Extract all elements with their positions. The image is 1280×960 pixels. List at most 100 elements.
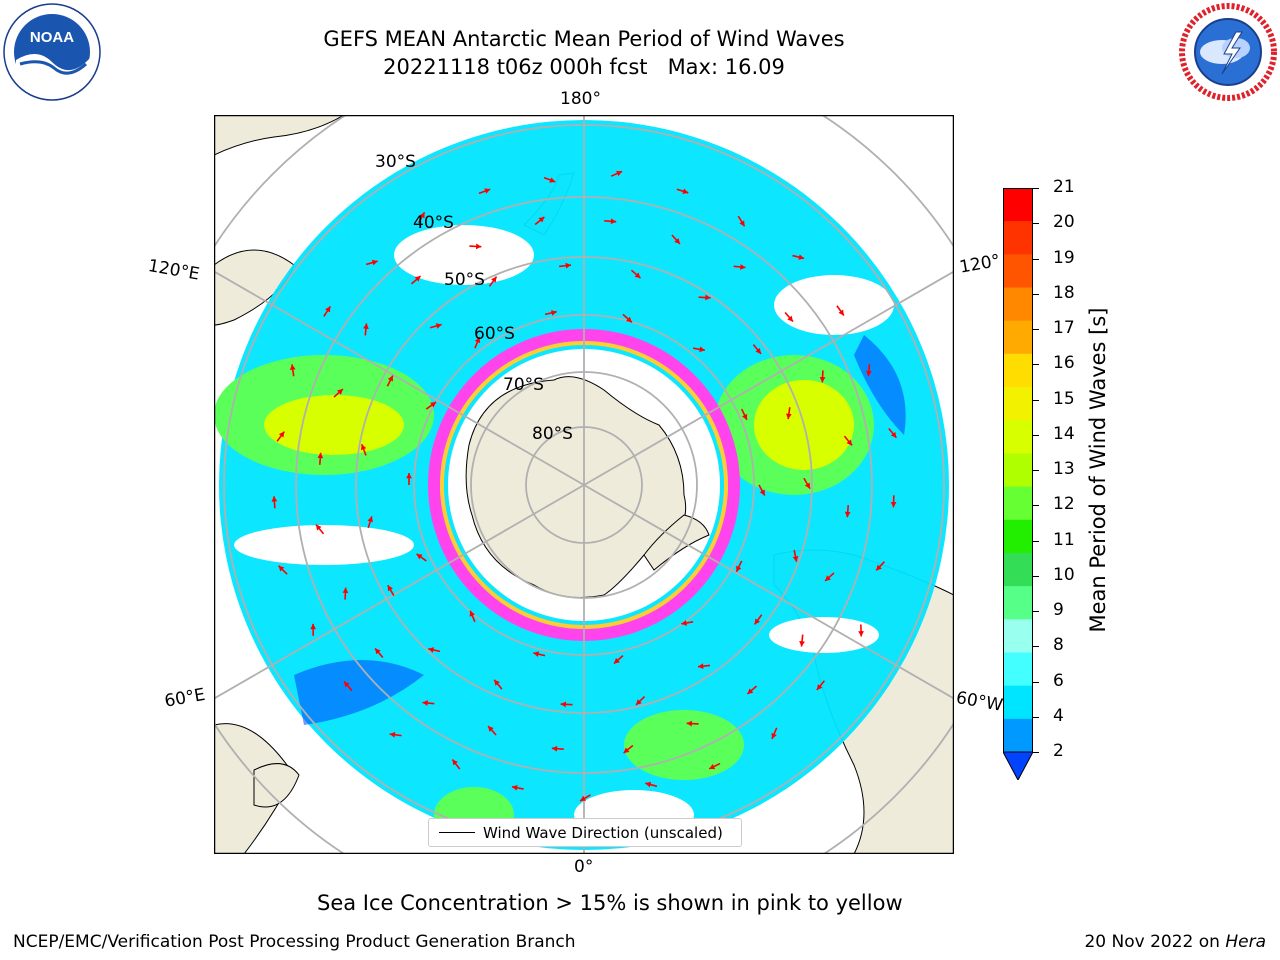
wave-arrow-head [825, 575, 831, 581]
wave-arrow-head [344, 681, 350, 688]
wave-arrow-head [271, 496, 278, 502]
wind-wave-arrows [271, 170, 898, 802]
colorbar-segment [1003, 619, 1033, 653]
nws-logo [1178, 2, 1278, 102]
wave-arrow-head [635, 699, 642, 705]
wave-arrow-head [682, 188, 689, 194]
wave-arrow-head [816, 684, 823, 691]
wave-arrow-head [799, 641, 805, 647]
footer-date: 20 Nov 2022 on [1084, 932, 1226, 952]
wave-arrow-head [876, 564, 882, 571]
colorbar-segment [1003, 287, 1033, 322]
wave-arrow-head [741, 413, 748, 420]
wave-arrow-head [819, 376, 826, 383]
wave-arrow-head [387, 375, 393, 382]
colorbar-tick-label: 10 [1053, 564, 1075, 585]
lat-label-50S: 50°S [444, 270, 485, 290]
colorbar-tick-label: 4 [1053, 705, 1064, 726]
wave-arrow-head [792, 556, 799, 562]
wave-arrow-head [697, 663, 704, 669]
wave-arrow-head [363, 323, 369, 329]
wave-arrow-head [740, 264, 746, 270]
colorbar-tick-mark [1033, 540, 1039, 542]
lon-label-120W: 120° [958, 250, 1002, 278]
wave-arrow-head [278, 565, 285, 572]
wave-arrow-head [416, 553, 423, 560]
wave-arrow-head [865, 370, 872, 377]
wave-arrow-head [475, 243, 482, 250]
colorbar-segment [1003, 486, 1033, 521]
wave-arrow-head [610, 218, 617, 225]
colorbar-segment [1003, 685, 1033, 720]
colorbar-tick-label: 6 [1053, 670, 1064, 691]
wave-arrow-head [538, 216, 545, 223]
footer-left: NCEP/EMC/Verification Post Processing Pr… [13, 932, 576, 952]
colorbar-segment [1003, 320, 1033, 355]
colorbar-tick-mark [1033, 258, 1039, 260]
wave-arrow-head [846, 439, 853, 446]
colorbar-segment [1003, 353, 1033, 388]
madagascar-land [253, 763, 300, 808]
footer-right: 20 Nov 2022 on Hera [1084, 932, 1266, 952]
map-legend: Wind Wave Direction (unscaled) [428, 818, 742, 847]
colorbar-tick-mark [1033, 188, 1039, 189]
wave-arrow-head [645, 781, 652, 788]
colorbar-segment [1003, 387, 1033, 421]
colorbar-tick-mark [1033, 399, 1039, 401]
colorbar-segment [1003, 420, 1033, 454]
wave-arrow-head [754, 618, 761, 625]
footer-machine: Hera [1225, 932, 1266, 952]
chart-subtitle: 20221118 t06z 000h fcst Max: 16.09 [383, 55, 785, 79]
antarctic-peninsula [643, 514, 710, 571]
wave-arrow-head [681, 620, 687, 626]
colorbar-tick-mark [1033, 716, 1039, 718]
colorbar-segment [1003, 652, 1033, 687]
wave-arrow-head [736, 565, 742, 572]
wave-arrow-head [551, 745, 558, 752]
lat-label-60S: 60°S [474, 324, 515, 344]
wave-arrow-head [422, 700, 428, 706]
colorbar-segment [1003, 519, 1033, 554]
wave-arrow-head [533, 651, 540, 657]
wave-arrow-head [342, 587, 349, 594]
colorbar-tick-mark [1033, 434, 1039, 436]
colorbar-tick-label: 12 [1053, 494, 1075, 515]
wave-arrow-head [705, 294, 711, 301]
wave-arrow-head [389, 731, 396, 738]
wave-arrow-head [565, 262, 572, 269]
colorbar-tick-mark [1033, 505, 1039, 507]
colorbar-tick-label: 20 [1053, 212, 1075, 233]
wave-arrow-head [674, 238, 680, 244]
wave-arrow-head [406, 473, 412, 479]
colorbar-segment [1003, 586, 1033, 620]
colorbar-tick-label: 21 [1053, 177, 1075, 197]
wave-arrow-head [759, 489, 765, 496]
colorbar-tick-label: 8 [1053, 635, 1064, 656]
wave-arrow-head [484, 188, 491, 194]
wave-arrow-head [580, 795, 587, 801]
chart-title: GEFS MEAN Antarctic Mean Period of Wind … [323, 27, 845, 51]
wave-arrow-head [634, 272, 641, 279]
colorbar-tick-mark [1033, 752, 1039, 753]
colorbar-extend-triangle [1003, 751, 1033, 780]
wave-arrow-head [739, 220, 745, 227]
wave-arrow-head [278, 431, 285, 438]
wave-arrow-head [414, 276, 421, 282]
wave-arrow-head [494, 679, 500, 686]
wave-arrow-head [747, 688, 754, 694]
colorbar-tick-mark [1033, 223, 1039, 225]
wave-arrow-head [858, 631, 864, 637]
lon-label-180: 180° [560, 89, 601, 109]
colorbar-tick-mark [1033, 364, 1039, 366]
noaa-logo-text: NOAA [30, 29, 74, 46]
wave-arrow-head [798, 254, 805, 260]
colorbar-outline [1003, 188, 1033, 753]
colorbar-tick-mark [1033, 681, 1039, 683]
wave-arrow-head [491, 276, 497, 283]
colorbar-tick-label: 13 [1053, 459, 1075, 479]
colorbar-tick-label: 11 [1053, 529, 1075, 550]
wave-arrow-head [623, 747, 630, 754]
lon-label-0: 0° [574, 857, 594, 877]
colorbar-tick-label: 17 [1053, 318, 1075, 338]
wave-arrow-head [317, 452, 324, 459]
